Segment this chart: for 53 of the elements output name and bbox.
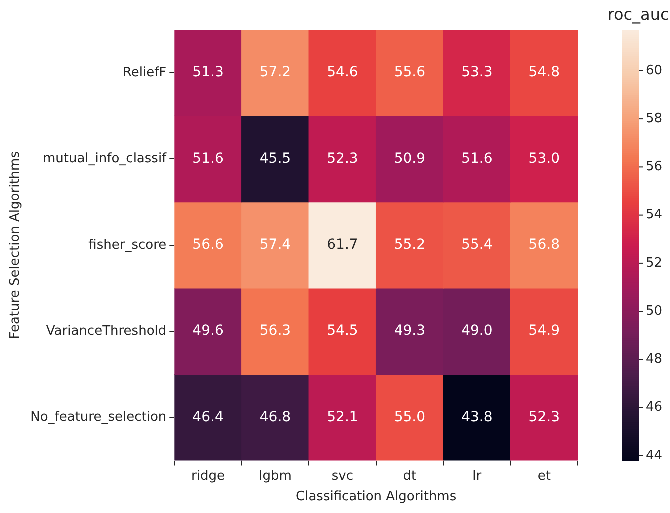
x-tick-label: dt xyxy=(403,468,417,484)
data-label: 49.0 xyxy=(462,323,493,340)
data-label: 46.8 xyxy=(260,409,292,426)
data-label: 55.6 xyxy=(394,64,426,81)
data-label: 52.3 xyxy=(528,409,560,426)
data-label: 51.6 xyxy=(192,150,224,167)
data-label: 56.3 xyxy=(260,323,292,340)
color-bar-label: 44 xyxy=(646,448,663,464)
y-tick-label: mutual_info_classif xyxy=(42,152,168,167)
x-axis-title: Classification Algorithms xyxy=(296,490,457,505)
color-bar-label: 58 xyxy=(646,111,663,126)
data-label: 51.6 xyxy=(462,150,493,167)
x-tick-label: et xyxy=(538,468,551,484)
data-label: 53.0 xyxy=(528,150,560,167)
color-bar-title: roc_auc xyxy=(608,5,670,24)
data-label: 52.3 xyxy=(327,150,358,167)
y-tick-label: fisher_score xyxy=(88,238,167,253)
color-bar-label: 60 xyxy=(646,63,663,78)
data-label: 53.3 xyxy=(462,64,493,81)
data-label: 54.5 xyxy=(327,323,358,340)
data-label: 61.7 xyxy=(327,237,358,254)
data-label: 54.8 xyxy=(528,64,560,81)
x-tick-label: lr xyxy=(472,468,482,484)
data-label: 54.9 xyxy=(528,323,560,340)
data-label: 49.6 xyxy=(192,323,224,340)
data-label: 55.0 xyxy=(394,409,426,426)
data-label: 55.4 xyxy=(462,237,493,254)
data-label: 57.2 xyxy=(260,64,292,81)
x-tick-label: svc xyxy=(332,468,354,484)
color-bar-label: 54 xyxy=(646,208,663,223)
data-label: 51.3 xyxy=(192,64,224,81)
color-bar-label: 50 xyxy=(646,304,663,319)
data-label: 56.6 xyxy=(192,237,224,254)
y-tick-label: No_feature_selection xyxy=(30,410,167,426)
data-label: 46.4 xyxy=(192,409,224,426)
x-tick-label: lgbm xyxy=(259,468,292,484)
y-axis-title: Feature Selection Algorithms xyxy=(8,151,24,340)
color-bar-label: 52 xyxy=(646,256,663,271)
data-label: 45.5 xyxy=(260,150,292,167)
data-label: 52.1 xyxy=(327,409,358,426)
data-label: 49.3 xyxy=(394,323,426,340)
color-bar-label: 46 xyxy=(646,400,663,416)
color-bar-label: 56 xyxy=(646,160,663,175)
y-tick-label: ReliefF xyxy=(122,65,167,80)
data-label: 50.9 xyxy=(394,150,426,167)
color-bar-label: 48 xyxy=(646,352,663,368)
y-tick-label: VarianceThreshold xyxy=(46,324,167,339)
data-label: 43.8 xyxy=(462,409,493,426)
data-label: 54.6 xyxy=(327,64,358,81)
data-label: 56.8 xyxy=(528,237,560,254)
x-tick-label: ridge xyxy=(192,468,225,484)
data-label: 55.2 xyxy=(394,237,426,254)
data-label: 57.4 xyxy=(260,237,292,254)
